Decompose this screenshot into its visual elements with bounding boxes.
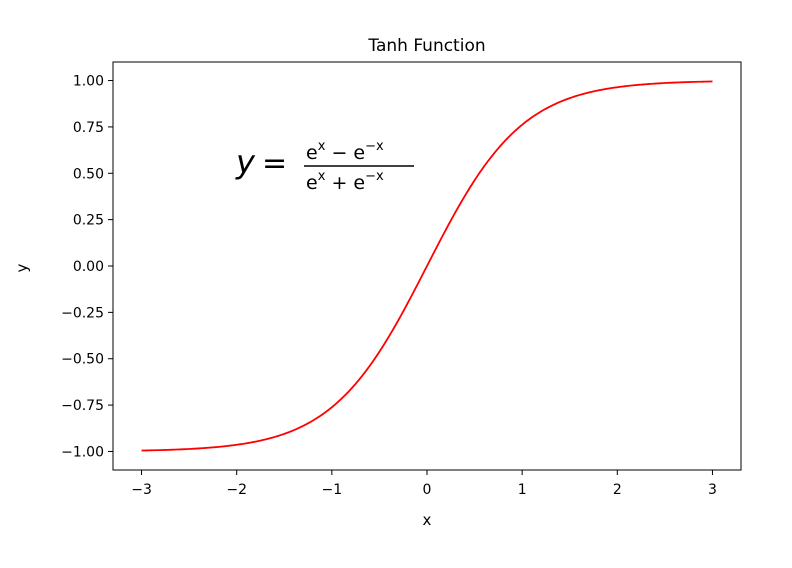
x-tick-label: 1 — [518, 482, 527, 498]
y-tick-label: 0.75 — [73, 120, 104, 136]
x-axis-label: x — [423, 511, 432, 529]
equation-denominator: ex + e−x — [306, 169, 384, 194]
x-tick-label: 3 — [708, 482, 717, 498]
chart-title: Tanh Function — [367, 36, 485, 56]
equation-annotation: y = ex − e−x ex + e−x — [235, 139, 414, 194]
x-tick-label: 0 — [423, 482, 432, 498]
x-tick-label: −3 — [131, 482, 152, 498]
y-tick-label: −0.50 — [61, 352, 104, 368]
x-tick-label: −2 — [226, 482, 247, 498]
y-tick-label: −0.75 — [61, 398, 104, 414]
y-tick-label: −1.00 — [61, 444, 104, 460]
y-tick-label: 1.00 — [73, 74, 104, 90]
plot-area: −3 −2 −1 0 1 2 3 1.00 0.75 0.50 0.25 0.00 −0.25 −0.50… — [61, 61, 742, 498]
y-tick-label: −0.25 — [61, 305, 104, 321]
tanh-line — [141, 80, 713, 452]
equation-lhs: y — [235, 143, 256, 181]
x-tick-label: −1 — [322, 482, 343, 498]
y-tick-label: 0.25 — [73, 213, 104, 229]
y-tick-label: 0.50 — [73, 166, 104, 182]
y-tick-label: 0.00 — [73, 259, 104, 275]
equation-equals: = — [262, 146, 287, 181]
equation-numerator: ex − e−x — [306, 139, 384, 164]
x-tick-label: 2 — [613, 482, 622, 498]
y-axis-label: y — [13, 263, 31, 272]
